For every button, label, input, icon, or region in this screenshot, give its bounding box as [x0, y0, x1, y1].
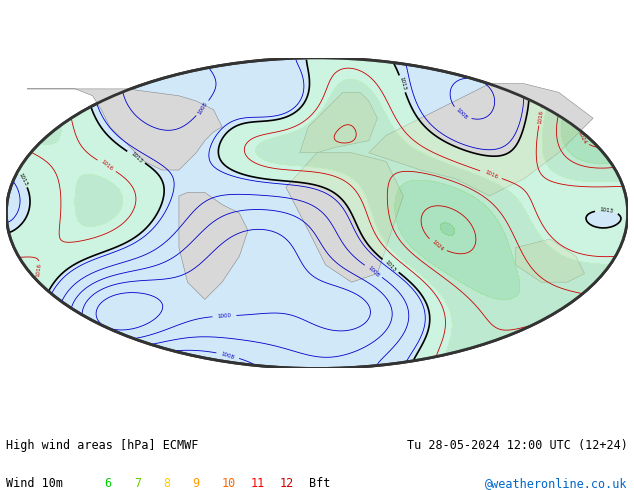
- Polygon shape: [515, 239, 585, 282]
- Text: 1013: 1013: [398, 76, 406, 91]
- Text: 7: 7: [134, 477, 141, 490]
- Text: 1008: 1008: [221, 351, 235, 360]
- Polygon shape: [286, 153, 403, 282]
- Text: 1016: 1016: [484, 170, 498, 180]
- Text: 12: 12: [280, 477, 294, 490]
- Text: Tu 28-05-2024 12:00 UTC (12+24): Tu 28-05-2024 12:00 UTC (12+24): [407, 439, 628, 452]
- Text: 1016: 1016: [36, 262, 42, 277]
- Text: @weatheronline.co.uk: @weatheronline.co.uk: [485, 477, 628, 490]
- Text: 1000: 1000: [217, 313, 231, 319]
- Text: 6: 6: [105, 477, 112, 490]
- Polygon shape: [300, 92, 377, 153]
- Polygon shape: [179, 193, 248, 299]
- Text: 8: 8: [163, 477, 170, 490]
- Text: High wind areas [hPa] ECMWF: High wind areas [hPa] ECMWF: [6, 439, 198, 452]
- Text: 1013: 1013: [384, 259, 397, 273]
- Text: 11: 11: [250, 477, 264, 490]
- Text: 1008: 1008: [455, 107, 469, 121]
- Text: 9: 9: [192, 477, 199, 490]
- Text: 1024: 1024: [430, 239, 444, 252]
- Text: Bft: Bft: [309, 477, 330, 490]
- Text: Wind 10m: Wind 10m: [6, 477, 63, 490]
- Text: 1013: 1013: [600, 207, 614, 214]
- Text: 1024: 1024: [576, 130, 587, 145]
- Text: 1013: 1013: [17, 172, 28, 187]
- Polygon shape: [369, 84, 593, 196]
- Text: 1016: 1016: [537, 110, 543, 124]
- Text: 1013: 1013: [129, 150, 143, 164]
- Text: 1016: 1016: [100, 159, 113, 172]
- Ellipse shape: [6, 58, 628, 368]
- Text: 10: 10: [221, 477, 235, 490]
- Text: 1008: 1008: [197, 101, 209, 116]
- Polygon shape: [27, 89, 222, 170]
- Text: 1008: 1008: [366, 265, 380, 278]
